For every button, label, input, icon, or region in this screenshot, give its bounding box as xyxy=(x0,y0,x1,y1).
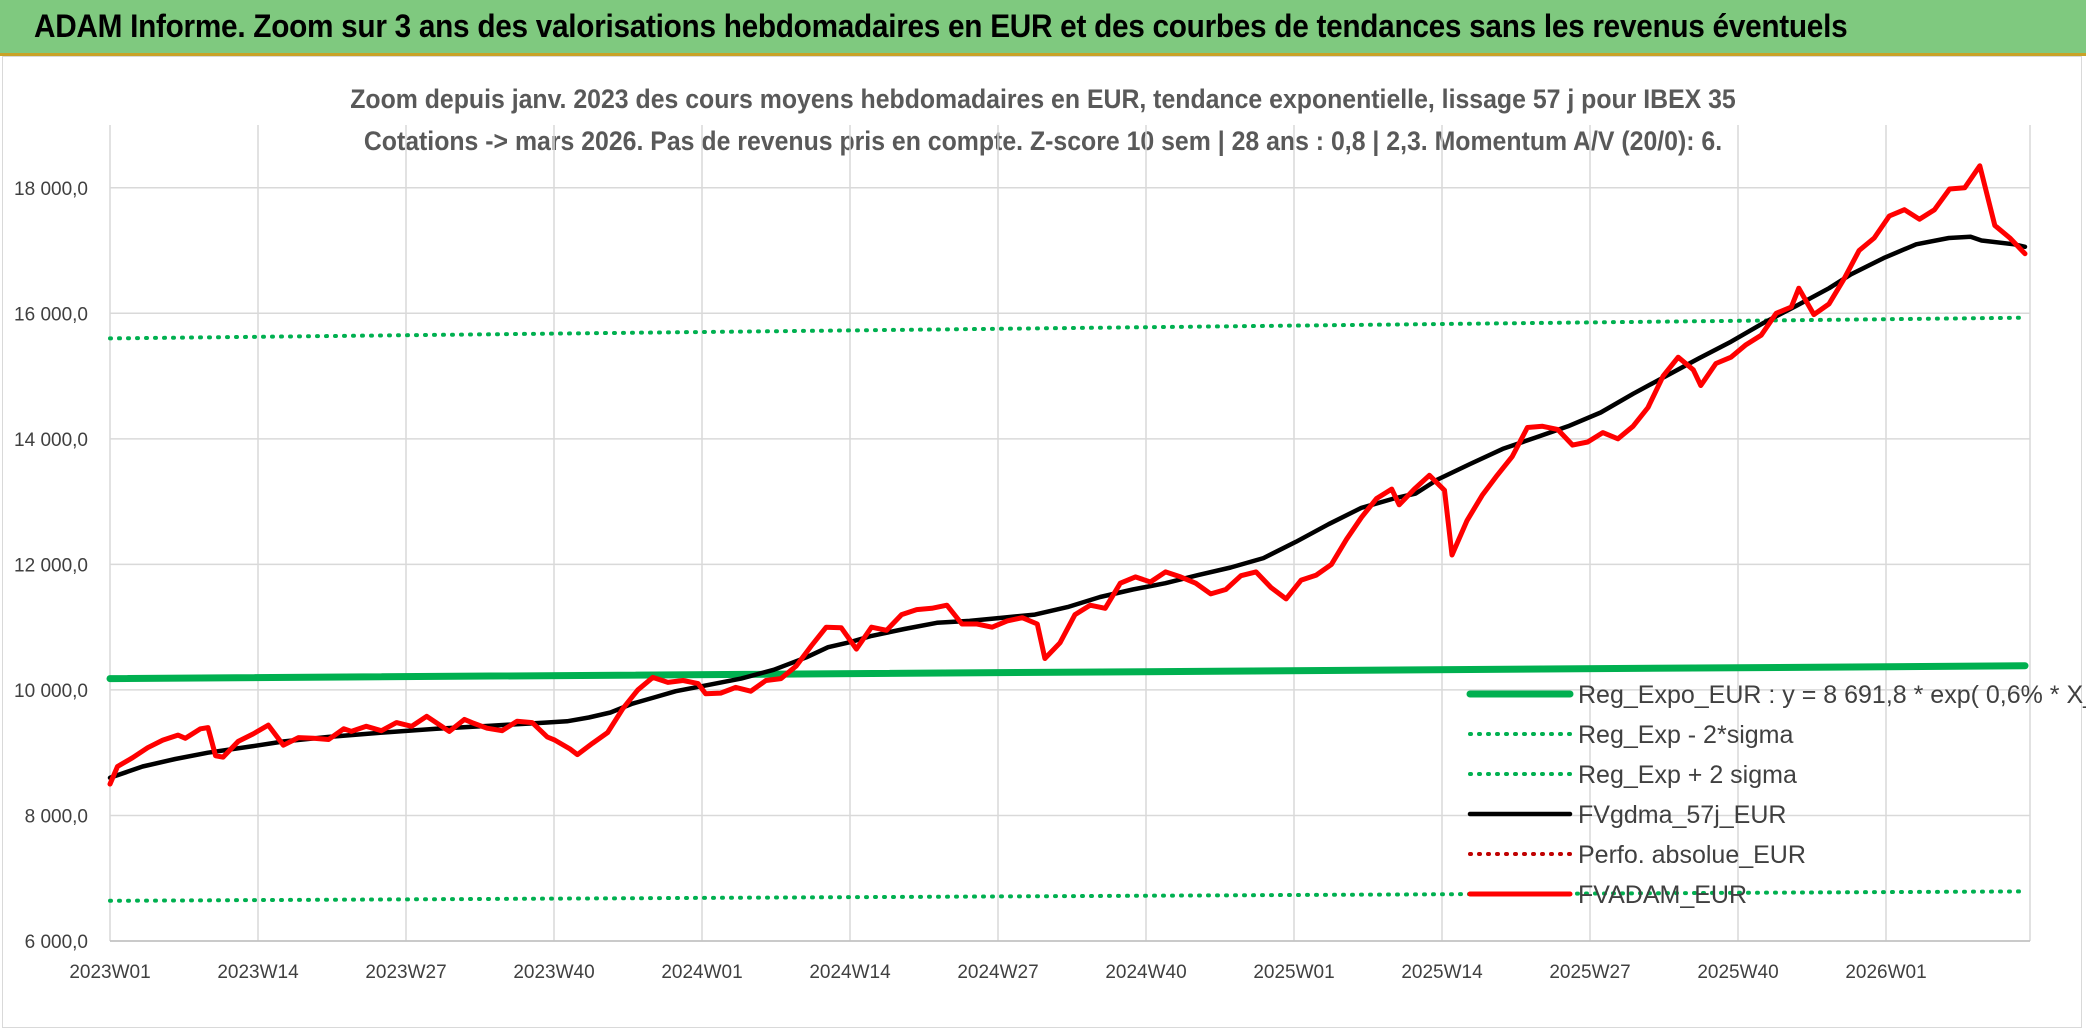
y-tick-label: 16 000,0 xyxy=(14,304,88,325)
y-axis-ticks: 6 000,0 8 000,0 10 000,0 12 000,0 14 000,0 16… xyxy=(14,179,88,953)
series-lines xyxy=(106,163,2029,903)
legend-label: Reg_Exp - 2*sigma xyxy=(1578,721,1793,749)
x-tick-label: 2023W40 xyxy=(513,962,594,983)
x-tick-label: 2025W01 xyxy=(1253,962,1334,983)
legend-label: FVgdma_57j_EUR xyxy=(1578,801,1786,829)
report-title: ADAM Informe. Zoom sur 3 ans des valoris… xyxy=(34,8,1848,44)
x-axis-ticks: 2023W01 2023W14 2023W27 2023W40 2024W01 2024W… xyxy=(69,962,1926,983)
series-line-1 xyxy=(108,889,2027,903)
y-tick-label: 18 000,0 xyxy=(14,179,88,200)
series-line-0 xyxy=(106,662,2029,683)
grid-lines xyxy=(109,125,2031,942)
x-tick-label: 2024W27 xyxy=(957,962,1038,983)
series-line-5 xyxy=(107,163,2028,787)
legend-label: FVADAM_EUR xyxy=(1578,881,1747,909)
x-tick-label: 2024W14 xyxy=(809,962,891,983)
x-tick-label: 2026W01 xyxy=(1845,962,1926,983)
chart-subtitle: Cotations -> mars 2026. Pas de revenus p… xyxy=(363,126,1723,156)
report-banner: ADAM Informe. Zoom sur 3 ans des valoris… xyxy=(0,0,2086,56)
x-tick-label: 2023W14 xyxy=(217,962,299,983)
chart-title: Zoom depuis janv. 2023 des cours moyens … xyxy=(350,84,1736,114)
y-tick-label: 12 000,0 xyxy=(14,555,88,576)
y-tick-label: 8 000,0 xyxy=(25,806,88,827)
legend-label: Reg_Expo_EUR : y = 8 691,8 * exp( 0,6% *… xyxy=(1578,681,2086,709)
y-tick-label: 6 000,0 xyxy=(25,932,88,953)
x-tick-label: 2024W01 xyxy=(661,962,742,983)
x-tick-label: 2023W27 xyxy=(365,962,446,983)
y-tick-label: 14 000,0 xyxy=(14,430,88,451)
chart-frame xyxy=(2,56,2082,1028)
legend-label: Perfo. absolue_EUR xyxy=(1578,841,1806,869)
x-tick-label: 2025W14 xyxy=(1401,962,1483,983)
series-line-2 xyxy=(108,315,2027,341)
y-tick-label: 10 000,0 xyxy=(14,681,88,702)
legend-label: Reg_Exp + 2 sigma xyxy=(1578,761,1797,789)
x-tick-label: 2024W40 xyxy=(1105,962,1186,983)
legend: Reg_Expo_EUR : y = 8 691,8 * exp( 0,6% *… xyxy=(1466,681,2086,909)
x-tick-label: 2025W40 xyxy=(1697,962,1778,983)
x-tick-label: 2023W01 xyxy=(69,962,150,983)
x-tick-label: 2025W27 xyxy=(1549,962,1630,983)
